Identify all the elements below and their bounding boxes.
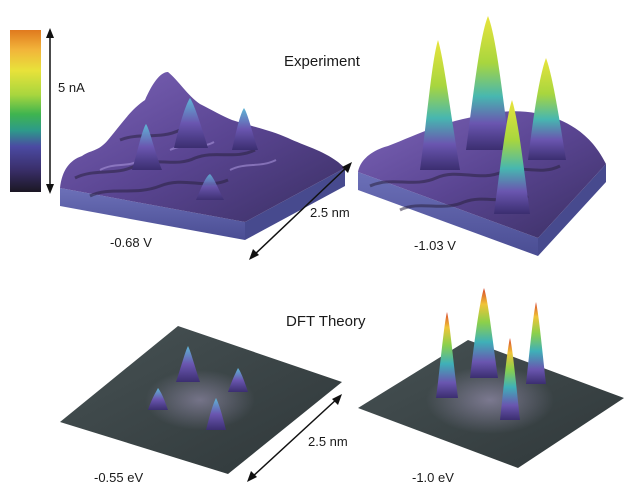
theory-panel-1: -0.55 eV [60,326,342,485]
panel-label: -1.03 V [414,238,456,253]
peak-front [196,174,224,200]
scale-label: 2.5 nm [308,434,348,449]
theory-peak-center [470,288,498,378]
experiment-panel-1: -0.68 V [60,72,345,250]
scale-arrow-head-start [249,249,259,260]
peak-tall-center [466,16,510,150]
colorbar-arrow-head-top [46,28,54,38]
colorbar-gradient [10,30,41,192]
colorbar-arrow-head-bottom [46,184,54,194]
colorbar: 5 nA [10,28,85,194]
theory-scale: 2.5 nm [247,394,348,482]
peak-tall-left [420,40,460,170]
panel-label: -1.0 eV [412,470,454,485]
theory-peak-front [206,398,226,430]
panel-label: -0.55 eV [94,470,143,485]
scale-arrow [252,165,349,257]
peak-right [232,108,258,150]
panel-label: -0.68 V [110,235,152,250]
peak-mid-front [494,100,530,214]
theory-peak-right [526,302,546,384]
scale-label: 2.5 nm [310,205,350,220]
peak-left [132,124,162,170]
theory-panel-2: -1.0 eV [358,288,624,485]
peak-center [174,98,208,148]
experiment-title: Experiment [284,53,361,70]
scale-arrow-head-end [342,162,352,173]
scale-arrow-head-end [332,394,342,405]
slab-right-face [245,168,345,240]
peak-tall-right [528,58,566,160]
theory-peak-right [228,368,248,392]
colorbar-label: 5 nA [58,80,85,95]
experiment-panel-2: -1.03 V [358,16,606,256]
theory-peak-top [176,346,200,382]
slab-front-face [358,172,538,256]
peak-base-glow [145,370,255,430]
scale-arrow [250,397,339,479]
theory-peak-front [500,338,520,420]
theory-peak-left [436,312,458,398]
slab-front-face [60,188,245,240]
slab-right-face [538,164,606,256]
theory-peak-left [148,388,168,410]
peak-base-glow [426,366,554,434]
experiment-scale: 2.5 nm [249,162,352,260]
scale-arrow-head-start [247,471,257,482]
theory-title: DFT Theory [286,313,366,330]
